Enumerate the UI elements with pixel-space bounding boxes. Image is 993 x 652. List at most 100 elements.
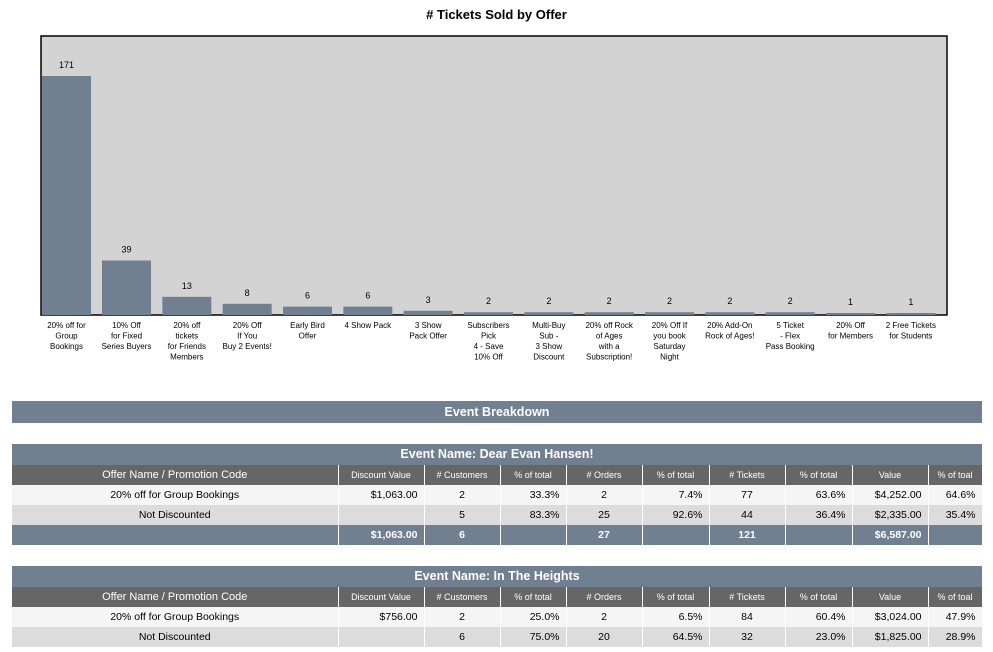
- table-cell: 83.3%: [500, 505, 567, 525]
- bar: [826, 313, 875, 315]
- data-label: 2: [727, 296, 732, 306]
- category-label: 2 Free Tickets for Students: [886, 321, 936, 341]
- table-cell: $1,063.00: [338, 525, 425, 545]
- table-cell: [338, 627, 425, 647]
- column-header: Offer Name / Promotion Code: [12, 465, 339, 485]
- column-header: % of total: [785, 465, 853, 485]
- table-cell: 32: [709, 627, 786, 647]
- bar: [162, 296, 212, 315]
- data-label: 2: [486, 296, 491, 306]
- table-cell: $2,335.00: [852, 505, 929, 525]
- bar: [222, 303, 272, 315]
- category-label: 20% off for Group Bookings: [47, 321, 86, 351]
- table-cell: Not Discounted: [12, 627, 339, 647]
- table-row: 20% off for Group Bookings $756.00 2 25.0% 2…: [12, 607, 983, 627]
- column-header: # Tickets: [709, 587, 786, 607]
- column-header: % of total: [785, 587, 853, 607]
- table-cell: 64.5%: [642, 627, 710, 647]
- table-cell: $756.00: [338, 607, 425, 627]
- event-table: Offer Name / Promotion Code Discount Valu…: [12, 587, 983, 647]
- table-cell: 77: [709, 485, 786, 505]
- table-header: Offer Name / Promotion Code Discount Valu…: [12, 587, 983, 607]
- table-cell: $4,252.00: [852, 485, 929, 505]
- table-cell: 20% off for Group Bookings: [12, 485, 339, 505]
- data-label: 6: [365, 291, 370, 301]
- category-label: 20% off Rock of Ages with a Subscription!: [585, 321, 633, 362]
- category-label: 3 Show Pack Offer: [409, 321, 447, 341]
- column-header: # Orders: [566, 587, 643, 607]
- table-cell: 7.4%: [642, 485, 710, 505]
- table-cell: 36.4%: [785, 505, 853, 525]
- event-title: Event Name: Dear Evan Hansen!: [12, 444, 982, 465]
- table-cell: 35.4%: [928, 505, 983, 525]
- column-header: % of total: [642, 465, 710, 485]
- table-cell: 2: [424, 485, 501, 505]
- table-cell: 25: [566, 505, 643, 525]
- table-cell: 60.4%: [785, 607, 853, 627]
- table-cell: [642, 525, 710, 545]
- bar: [403, 310, 453, 315]
- column-header: % of total: [500, 587, 567, 607]
- table-cell: 20: [566, 627, 643, 647]
- table-cell: 2: [424, 607, 501, 627]
- table-cell: [785, 525, 853, 545]
- table-cell: 75.0%: [500, 627, 567, 647]
- event-title: Event Name: In The Heights: [12, 566, 982, 587]
- data-label: 2: [546, 296, 551, 306]
- column-header: Offer Name / Promotion Code: [12, 587, 339, 607]
- table-total-row: $1,063.00 6 27 121 $6,587.00: [12, 525, 983, 545]
- column-header: # Customers: [424, 587, 501, 607]
- table-cell: 25.0%: [500, 607, 567, 627]
- table-cell: 6: [424, 627, 501, 647]
- column-header: Discount Value: [338, 587, 425, 607]
- data-label: 13: [182, 281, 192, 291]
- data-label: 1: [848, 297, 853, 307]
- table-cell: 27: [566, 525, 643, 545]
- data-label: 2: [788, 296, 793, 306]
- data-label: 1: [908, 297, 913, 307]
- bar: [584, 312, 634, 315]
- table-cell: 47.9%: [928, 607, 983, 627]
- data-label: 2: [667, 296, 672, 306]
- event-block-2: Event Name: In The Heights Offer Name / …: [12, 566, 983, 647]
- table-cell: 2: [566, 485, 643, 505]
- table-cell: 64.6%: [928, 485, 983, 505]
- event-breakdown-banner: Event Breakdown: [12, 401, 982, 423]
- data-label: 39: [121, 244, 131, 254]
- column-header: % of toal: [928, 587, 983, 607]
- data-label: 8: [245, 288, 250, 298]
- table-cell: $1,825.00: [852, 627, 929, 647]
- table-cell: 28.9%: [928, 627, 983, 647]
- table-cell: 44: [709, 505, 786, 525]
- bar: [765, 312, 815, 315]
- table-cell: [338, 505, 425, 525]
- table-cell: 23.0%: [785, 627, 853, 647]
- table-cell: $1,063.00: [338, 485, 425, 505]
- bar: [343, 306, 393, 315]
- bar: [886, 313, 936, 315]
- bar: [705, 312, 755, 315]
- category-label: 20% Off If you book Saturday Night: [652, 321, 688, 362]
- category-label: 20% Off for Members: [828, 321, 873, 341]
- data-label: 171: [59, 60, 74, 70]
- data-label: 6: [305, 291, 310, 301]
- category-label: 20% Off If You Buy 2 Events!: [222, 321, 271, 351]
- table-header: Offer Name / Promotion Code Discount Valu…: [12, 465, 983, 485]
- column-header: # Tickets: [709, 465, 786, 485]
- table-cell: [928, 525, 983, 545]
- bar: [464, 312, 513, 315]
- column-header: % of toal: [928, 465, 983, 485]
- category-label: Subscribers Pick 4 - Save 10% Off: [467, 321, 509, 362]
- bar: [645, 312, 694, 315]
- category-label: 20% Add-On Rock of Ages!: [705, 321, 754, 341]
- bar: [102, 260, 151, 315]
- plot-area: [40, 35, 948, 316]
- column-header: Value: [852, 465, 929, 485]
- category-label: 4 Show Pack: [344, 321, 392, 330]
- table-row: 20% off for Group Bookings $1,063.00 2 33.3…: [12, 485, 983, 505]
- table-cell: 6: [424, 525, 501, 545]
- event-table: Offer Name / Promotion Code Discount Valu…: [12, 465, 983, 545]
- category-label: 20% off tickets for Friends Members: [168, 321, 206, 362]
- table-cell: 92.6%: [642, 505, 710, 525]
- column-header: # Customers: [424, 465, 501, 485]
